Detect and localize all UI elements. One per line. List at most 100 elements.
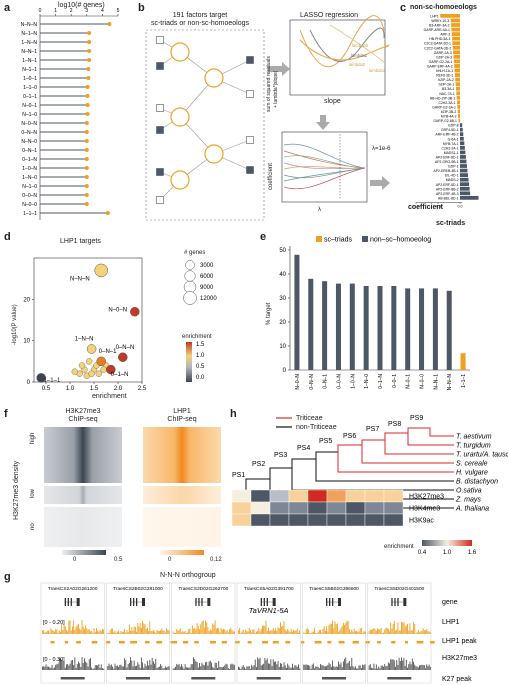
g-lhp1-signal xyxy=(270,630,272,634)
g-h3k27-signal xyxy=(175,666,176,670)
g-lhp1-signal xyxy=(252,629,254,634)
c-factor-label: EIL-4D-1 xyxy=(445,174,459,178)
coef-path xyxy=(283,143,366,169)
g-h3k27-signal xyxy=(57,663,59,670)
g-lhp1-peak xyxy=(377,641,381,644)
f-heat-lhp1-high xyxy=(143,427,221,483)
g-lhp1-signal xyxy=(164,632,166,634)
g-h3k27-signal xyxy=(262,664,263,670)
d-ytick-label: 0 xyxy=(27,380,31,386)
g-h3k27-signal xyxy=(173,668,175,670)
g-h3k27-signal xyxy=(239,667,241,670)
lambda-line-0: lambda0 xyxy=(352,43,369,48)
c-bar xyxy=(454,68,460,73)
g-h3k27-signal xyxy=(221,667,223,670)
panel-c-coefficient-chart: LHP1WRKY-10-3B3-ARF-3A-2GARP-ARR-4A-1ARF… xyxy=(413,14,479,209)
c-tick-label: -0.5 xyxy=(435,205,441,209)
g-lhp1-signal xyxy=(281,626,283,634)
g-lhp1-signal xyxy=(335,624,337,634)
g-track-label: H3K27me3 xyxy=(442,655,477,662)
h-node-label: PS7 xyxy=(366,426,379,433)
c-factor-label: GARP-ERF-4A-2 xyxy=(427,64,453,68)
g-h3k27-signal xyxy=(371,667,372,670)
g-lhp1-signal xyxy=(423,630,425,634)
g-lhp1-peak xyxy=(144,641,150,644)
g-lhp1-signal xyxy=(96,628,97,634)
g-gene-id: TraesCS2B02G281000 xyxy=(113,586,163,592)
g-lhp1-signal xyxy=(162,630,164,634)
g-lhp1-signal xyxy=(322,628,324,634)
a-category-label: 1–0–1 xyxy=(23,76,37,82)
h-tree-branch xyxy=(407,427,454,437)
d-point xyxy=(78,362,86,369)
g-highlight-label: TaVRN1-5A xyxy=(249,606,289,615)
g-h3k27-signal xyxy=(425,668,426,670)
g-track-label: gene xyxy=(442,599,458,606)
g-lhp1-signal xyxy=(213,624,215,634)
g-h3k27-signal xyxy=(245,668,247,670)
c-factor-label: GARP-G2-2A-1 xyxy=(429,60,453,64)
g-lhp1-peak xyxy=(76,641,81,644)
g-lhp1-peak xyxy=(352,641,359,644)
g-h3k27-signal xyxy=(253,665,255,670)
g-lhp1-signal xyxy=(372,629,374,634)
panel-b-title-1: 191 factors target xyxy=(172,12,228,19)
g-lhp1-signal xyxy=(44,632,46,634)
g-h3k27-signal xyxy=(116,665,118,670)
g-lhp1-peak xyxy=(118,641,125,644)
a-dot xyxy=(84,148,89,152)
g-lhp1-signal xyxy=(56,629,58,634)
g-lhp1-signal xyxy=(93,628,95,634)
g-lhp1-signal xyxy=(374,629,376,634)
g-lhp1-signal xyxy=(362,633,364,634)
g-h3k27-signal xyxy=(136,665,138,670)
g-lhp1-signal xyxy=(339,630,341,634)
a-dot xyxy=(85,103,90,107)
g-lhp1-signal xyxy=(163,630,165,634)
g-lhp1-signal xyxy=(244,632,245,634)
h-scale-label: 1.0 xyxy=(443,550,452,556)
g-lhp1-signal xyxy=(172,631,174,634)
g-h3k27-signal xyxy=(292,663,293,670)
g-lhp1-signal xyxy=(131,627,133,634)
c-factor-label: ARF-2 xyxy=(440,33,450,37)
g-k27-peak xyxy=(126,677,150,680)
g-h3k27-signal xyxy=(96,665,97,670)
d-color-legend-bar xyxy=(186,342,192,382)
g-h3k27-signal xyxy=(79,663,81,670)
g-lhp1-signal xyxy=(245,629,247,634)
f-col2-title-1: LHP1 xyxy=(173,408,191,415)
c-bar xyxy=(450,18,460,23)
g-lhp1-signal xyxy=(217,627,218,634)
g-lhp1-signal xyxy=(108,632,110,634)
e-ytick-label: 0 xyxy=(283,368,287,374)
g-h3k27-signal xyxy=(409,661,411,670)
g-h3k27-signal xyxy=(194,659,196,670)
g-h3k27-signal xyxy=(378,666,380,670)
c-bar xyxy=(453,50,460,55)
g-lhp1-signal xyxy=(66,629,67,634)
b-tf-circle xyxy=(170,170,190,190)
g-h3k27-signal xyxy=(212,666,214,670)
g-lhp1-signal xyxy=(61,623,63,634)
g-lhp1-signal xyxy=(253,629,255,634)
g-lhp1-signal xyxy=(175,632,176,634)
g-lhp1-peak xyxy=(209,641,216,644)
h-species-label: Z. mays xyxy=(455,497,481,504)
g-lhp1-signal xyxy=(392,624,394,634)
a-dot xyxy=(84,175,89,179)
g-lhp1-signal xyxy=(190,632,192,634)
c-factor-label: C2H2-2A-1 xyxy=(442,146,459,150)
g-h3k27-signal xyxy=(199,662,200,670)
g-lhp1-signal xyxy=(191,625,193,634)
g-lhp1-signal xyxy=(260,628,262,634)
a-dot xyxy=(84,157,89,161)
d-point-label: N–N–N xyxy=(70,277,90,283)
c-bar xyxy=(460,150,466,155)
g-lhp1-signal xyxy=(102,629,103,634)
b-tf-circle xyxy=(204,68,224,88)
g-h3k27-signal xyxy=(393,660,395,670)
g-lhp1-signal xyxy=(110,628,112,634)
g-h3k27-signal xyxy=(259,657,261,670)
g-lhp1-signal xyxy=(183,631,185,634)
